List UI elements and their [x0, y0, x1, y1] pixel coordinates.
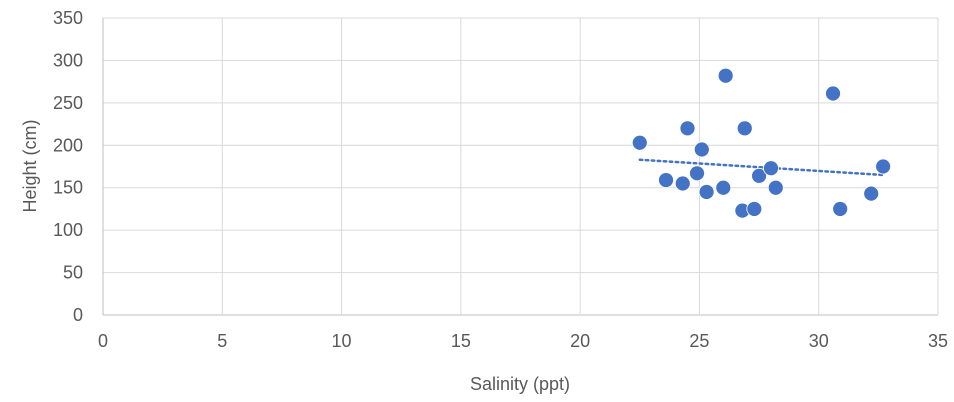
x-tick-label: 5 [217, 331, 227, 351]
trendline [638, 158, 885, 177]
x-tick-label: 20 [570, 331, 590, 351]
x-tick-label: 25 [689, 331, 709, 351]
y-tick-label: 250 [53, 93, 83, 113]
data-point [715, 179, 732, 196]
data-point [679, 120, 696, 137]
x-axis-ticks: 0 5 10 15 20 25 30 35 [98, 331, 948, 351]
data-point [875, 158, 892, 175]
x-tick-label: 35 [928, 331, 948, 351]
data-point [689, 165, 705, 182]
x-tick-label: 15 [451, 331, 471, 351]
x-tick-label: 0 [98, 331, 108, 351]
data-points [631, 67, 892, 219]
data-point [698, 184, 715, 200]
data-point [746, 201, 763, 217]
data-point [736, 120, 753, 137]
data-point [717, 67, 734, 84]
data-point [863, 185, 880, 202]
y-tick-label: 50 [63, 263, 83, 283]
grid [102, 17, 939, 316]
y-tick-label: 200 [53, 135, 83, 155]
data-point [751, 167, 767, 184]
data-point [693, 141, 710, 158]
y-axis-title: Height (cm) [20, 119, 40, 212]
data-point [631, 134, 648, 151]
y-tick-label: 100 [53, 220, 83, 240]
data-point [825, 85, 841, 102]
data-point [674, 175, 691, 192]
data-point [763, 160, 779, 177]
data-point [832, 201, 849, 217]
y-tick-label: 300 [53, 50, 83, 70]
y-tick-label: 150 [53, 178, 83, 198]
x-tick-label: 10 [332, 331, 352, 351]
data-point [658, 172, 674, 188]
x-axis-title: Salinity (ppt) [470, 374, 570, 394]
y-axis-ticks: 0 50 100 150 200 250 300 350 [53, 8, 83, 325]
y-tick-label: 350 [53, 8, 83, 28]
data-point [767, 179, 784, 196]
trendline-layer [638, 158, 885, 177]
x-tick-label: 30 [809, 331, 829, 351]
y-tick-label: 0 [73, 305, 83, 325]
